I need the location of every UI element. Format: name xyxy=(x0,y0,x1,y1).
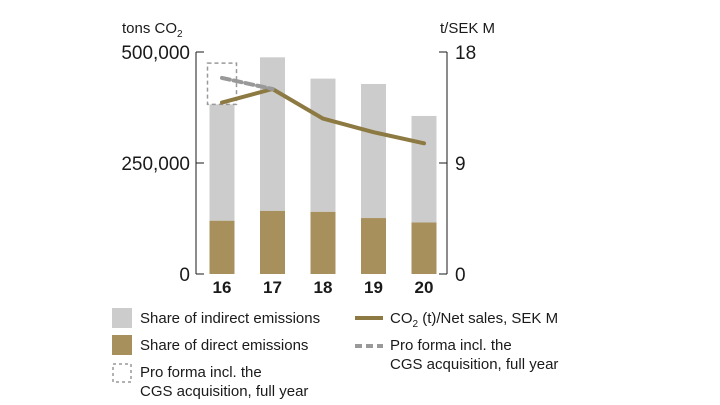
legend-label-line: CO2 (t)/Net sales, SEK M xyxy=(390,310,558,330)
bar-direct-19 xyxy=(361,218,386,274)
lines xyxy=(220,75,426,146)
x-tick-label-16: 16 xyxy=(213,278,232,297)
bar-direct-17 xyxy=(260,210,285,274)
legend-left: Share of indirect emissions Share of dir… xyxy=(112,308,320,400)
bar-indirect-20 xyxy=(411,115,437,223)
y-left-axis-title: tons CO2 xyxy=(122,20,183,40)
y-left-tick-label: 0 xyxy=(179,265,190,286)
legend-label-direct: Share of direct emissions xyxy=(140,337,308,354)
y-right-tick-label: 18 xyxy=(455,43,476,64)
legend-label-proforma-line-2: CGS acquisition, full year xyxy=(390,356,558,373)
legend-label-proforma-line-1: Pro forma incl. the xyxy=(390,337,512,354)
x-tick-label-20: 20 xyxy=(415,278,434,297)
bar-direct-20 xyxy=(411,222,437,274)
legend-label-indirect: Share of indirect emissions xyxy=(140,310,320,327)
bar-indirect-16 xyxy=(209,104,235,221)
y-right-tick-label: 0 xyxy=(455,265,466,286)
line-proforma xyxy=(220,75,275,91)
y-left-tick-label: 500,000 xyxy=(121,43,190,64)
legend-swatch-proforma-bar xyxy=(112,363,132,383)
x-tick-label-17: 17 xyxy=(263,278,282,297)
legend-swatch-direct xyxy=(112,335,132,355)
legend-swatch-indirect xyxy=(112,308,132,328)
y-left-tick-label: 250,000 xyxy=(121,154,190,175)
x-tick-label-18: 18 xyxy=(314,278,333,297)
bar-direct-16 xyxy=(209,220,235,274)
bar-direct-18 xyxy=(310,211,336,274)
line-co2-per-sales xyxy=(220,87,426,146)
legend-label-proforma-bar-1: Pro forma incl. the xyxy=(140,364,262,381)
y-right-ticks: 0 9 18 xyxy=(439,43,476,286)
legend-right: CO2 (t)/Net sales, SEK M Pro forma incl.… xyxy=(355,310,558,373)
x-tick-label-19: 19 xyxy=(364,278,383,297)
x-axis-ticks: 16 17 18 19 20 xyxy=(213,278,434,297)
bar-indirect-19 xyxy=(361,83,386,219)
y-left-ticks: 0 250,000 500,000 xyxy=(121,43,204,286)
bars xyxy=(206,57,437,274)
bar-indirect-17 xyxy=(260,57,285,211)
bar-indirect-18 xyxy=(310,78,336,212)
y-right-axis-title: t/SEK M xyxy=(440,20,495,37)
y-right-tick-label: 9 xyxy=(455,154,466,175)
legend-label-proforma-bar-2: CGS acquisition, full year xyxy=(140,383,308,400)
